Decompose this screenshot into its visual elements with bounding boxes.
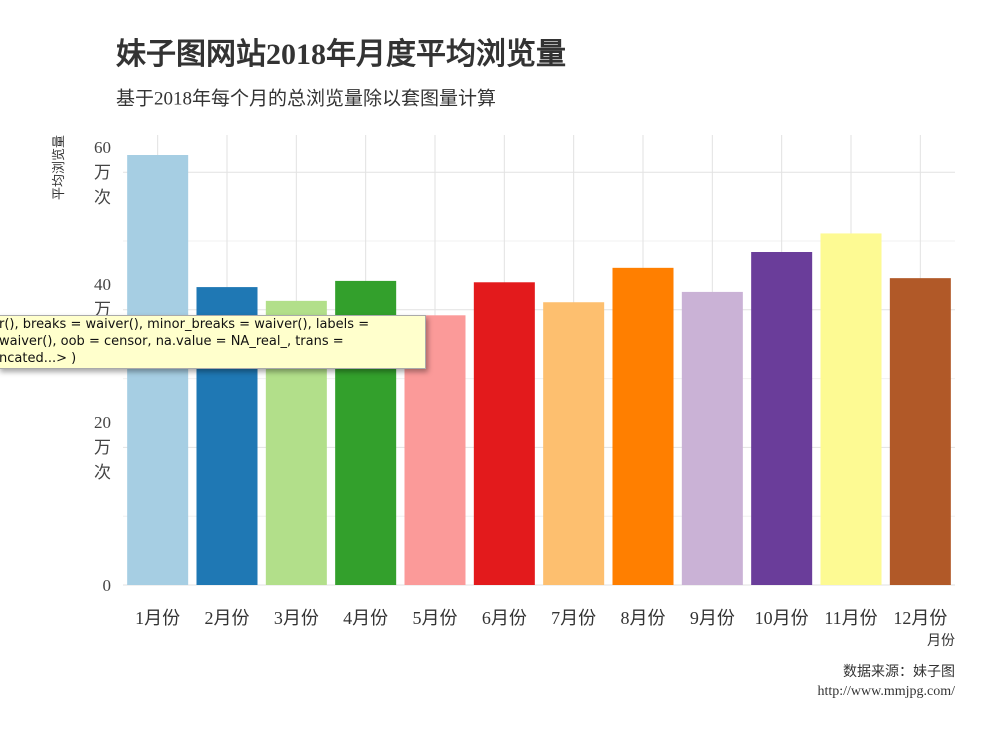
y-axis-title: 平均浏览量 — [51, 135, 66, 200]
x-tick-label: 1月份 — [135, 608, 180, 628]
tooltip: r(), breaks = waiver(), minor_breaks = w… — [0, 315, 426, 369]
x-tick-label: 8月份 — [621, 608, 666, 628]
bar — [820, 233, 882, 585]
tooltip-line: waiver(), oob = censor, na.value = NA_re… — [0, 334, 344, 349]
x-tick-label: 6月份 — [482, 608, 527, 628]
bar — [543, 302, 605, 585]
x-tick-label: 11月份 — [824, 608, 877, 628]
x-tick-label: 5月份 — [413, 608, 458, 628]
x-tick-label: 4月份 — [343, 608, 388, 628]
chart-title: 妹子图网站2018年月度平均浏览量 — [116, 38, 566, 71]
bar — [681, 291, 743, 585]
tooltip-line: ncated...> ) — [0, 351, 77, 366]
y-tick-label: 60万次 — [94, 137, 111, 207]
caption: http://www.mmjpg.com/ — [817, 684, 955, 699]
x-tick-label: 10月份 — [755, 608, 809, 628]
y-tick-label: 20万次 — [94, 412, 111, 482]
x-tick-label: 2月份 — [205, 608, 250, 628]
x-tick-label: 9月份 — [690, 608, 735, 628]
x-tick-label: 12月份 — [893, 608, 947, 628]
x-axis-title: 月份 — [927, 633, 955, 649]
bar — [612, 267, 674, 585]
x-tick-label: 3月份 — [274, 608, 319, 628]
bar — [127, 155, 189, 585]
bar — [751, 252, 813, 585]
x-tick-label: 7月份 — [551, 608, 596, 628]
bar — [889, 278, 951, 585]
tooltip-line: r(), breaks = waiver(), minor_breaks = w… — [0, 317, 370, 332]
y-tick-label: 0 — [102, 575, 112, 595]
caption: 数据来源：妹子图 — [843, 664, 955, 680]
bar — [473, 282, 535, 585]
chart-subtitle: 基于2018年每个月的总浏览量除以套图量计算 — [116, 87, 496, 109]
